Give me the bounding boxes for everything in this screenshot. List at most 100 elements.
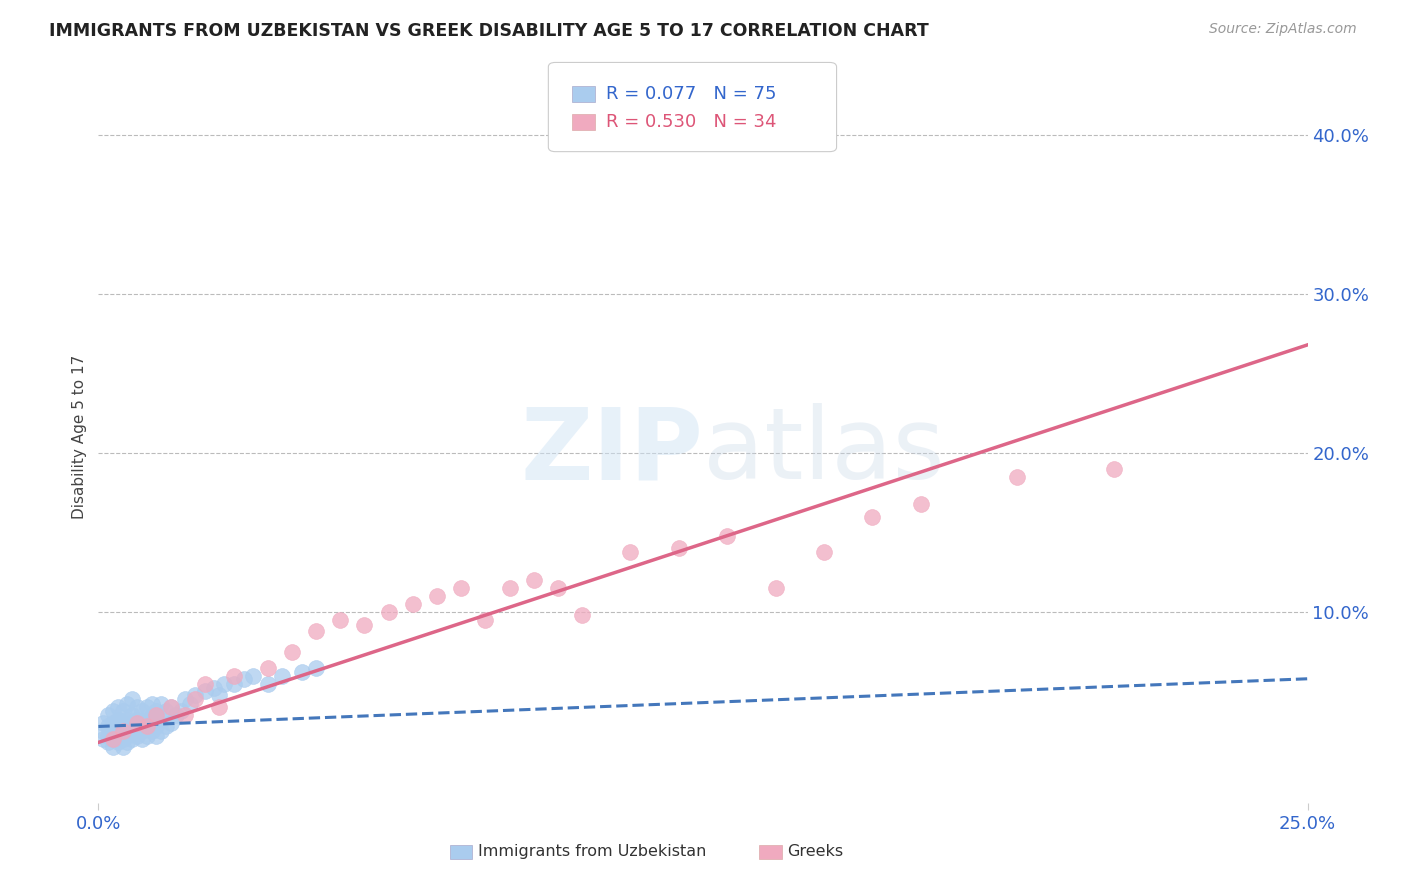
- Point: [184, 692, 207, 706]
- Point: [101, 732, 124, 747]
- Point: [117, 719, 139, 733]
- Point: [111, 724, 134, 739]
- Point: [160, 700, 183, 714]
- Point: [135, 719, 157, 733]
- Point: [194, 684, 217, 698]
- Point: [256, 676, 278, 690]
- Text: atlas: atlas: [703, 403, 945, 500]
- Point: [111, 724, 134, 739]
- Point: [91, 732, 114, 747]
- Point: [127, 700, 149, 714]
- Point: [97, 708, 120, 723]
- Point: [145, 719, 167, 733]
- Point: [305, 624, 328, 638]
- Point: [281, 645, 304, 659]
- Point: [117, 697, 139, 711]
- Point: [101, 724, 124, 739]
- Text: ZIP: ZIP: [520, 403, 703, 500]
- Point: [135, 713, 157, 727]
- Point: [127, 713, 149, 727]
- Point: [184, 688, 207, 702]
- Point: [256, 660, 278, 674]
- Point: [141, 708, 163, 723]
- Point: [107, 719, 129, 733]
- Point: [329, 613, 352, 627]
- Point: [619, 544, 641, 558]
- Point: [174, 708, 197, 723]
- Point: [97, 729, 120, 743]
- Point: [547, 581, 569, 595]
- Point: [131, 724, 153, 739]
- Point: [204, 681, 226, 696]
- Point: [135, 719, 157, 733]
- Point: [145, 729, 167, 743]
- Point: [127, 716, 149, 731]
- Point: [121, 692, 143, 706]
- Point: [402, 597, 425, 611]
- Point: [135, 729, 157, 743]
- Point: [127, 729, 149, 743]
- Point: [179, 697, 201, 711]
- Text: Source: ZipAtlas.com: Source: ZipAtlas.com: [1209, 22, 1357, 37]
- Point: [523, 573, 546, 587]
- Text: R = 0.077   N = 75: R = 0.077 N = 75: [606, 85, 776, 103]
- Point: [131, 716, 153, 731]
- Point: [141, 697, 163, 711]
- Point: [242, 668, 264, 682]
- Point: [165, 708, 187, 723]
- Point: [194, 676, 217, 690]
- Point: [141, 724, 163, 739]
- Point: [232, 672, 254, 686]
- Text: Greeks: Greeks: [787, 845, 844, 859]
- Point: [150, 697, 173, 711]
- Point: [716, 529, 738, 543]
- Point: [1007, 470, 1029, 484]
- Point: [127, 719, 149, 733]
- Point: [160, 700, 183, 714]
- Point: [101, 740, 124, 755]
- Point: [117, 713, 139, 727]
- Point: [91, 724, 114, 739]
- Point: [97, 735, 120, 749]
- Point: [117, 735, 139, 749]
- Point: [101, 704, 124, 718]
- Point: [107, 700, 129, 714]
- Point: [121, 708, 143, 723]
- Text: IMMIGRANTS FROM UZBEKISTAN VS GREEK DISABILITY AGE 5 TO 17 CORRELATION CHART: IMMIGRANTS FROM UZBEKISTAN VS GREEK DISA…: [49, 22, 929, 40]
- Point: [860, 509, 883, 524]
- Y-axis label: Disability Age 5 to 17: Disability Age 5 to 17: [72, 355, 87, 519]
- Point: [498, 581, 520, 595]
- Point: [222, 676, 245, 690]
- Point: [121, 724, 143, 739]
- Point: [813, 544, 835, 558]
- Point: [91, 716, 114, 731]
- Point: [765, 581, 787, 595]
- Point: [450, 581, 472, 595]
- Point: [474, 613, 496, 627]
- Point: [111, 704, 134, 718]
- Point: [910, 497, 932, 511]
- Point: [101, 732, 124, 747]
- Point: [208, 700, 231, 714]
- Text: Immigrants from Uzbekistan: Immigrants from Uzbekistan: [478, 845, 706, 859]
- Point: [145, 704, 167, 718]
- Point: [426, 589, 449, 603]
- Point: [111, 716, 134, 731]
- Point: [111, 732, 134, 747]
- Point: [305, 660, 328, 674]
- Point: [150, 724, 173, 739]
- Point: [131, 704, 153, 718]
- Point: [121, 732, 143, 747]
- Point: [290, 665, 312, 680]
- Point: [571, 608, 593, 623]
- Text: R = 0.530   N = 34: R = 0.530 N = 34: [606, 113, 776, 131]
- Point: [97, 719, 120, 733]
- Point: [377, 605, 399, 619]
- Point: [212, 676, 235, 690]
- Point: [353, 617, 375, 632]
- Point: [107, 735, 129, 749]
- Point: [1102, 462, 1125, 476]
- Point: [107, 713, 129, 727]
- Point: [271, 668, 294, 682]
- Point: [160, 716, 183, 731]
